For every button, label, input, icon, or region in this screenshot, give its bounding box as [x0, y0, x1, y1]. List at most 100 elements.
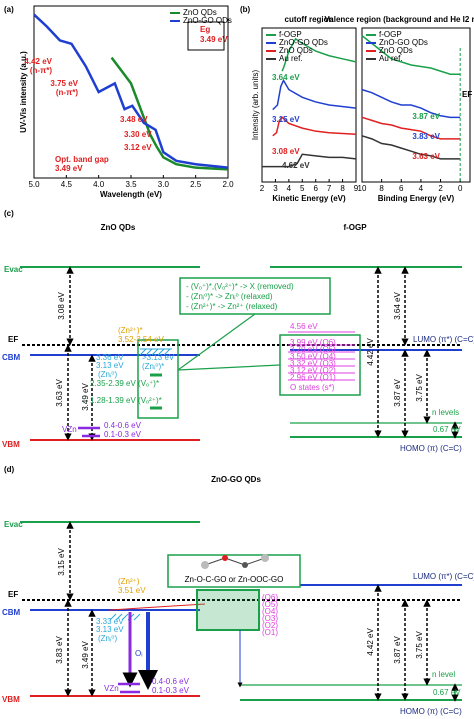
- annotation: 3.48 eV: [120, 115, 148, 124]
- annotation: Opt. band gap: [55, 155, 109, 164]
- x-tick-label: 7: [327, 184, 332, 193]
- diagram-label: 0.4-0.6 eV: [152, 677, 190, 686]
- diagram-label: 3.64 eV: [393, 292, 402, 320]
- diagram-label: O states (s*): [290, 383, 335, 392]
- diagram-label: (Znᵢ⁰)*: [142, 362, 164, 371]
- data-line: [110, 56, 229, 171]
- diagram-label: 0.67 eV: [433, 688, 461, 697]
- diagram-label: VBM: [2, 695, 20, 704]
- data-line: [272, 116, 357, 137]
- diagram-label: CBM: [2, 353, 21, 362]
- legend-label: ZnO QDs: [279, 46, 313, 55]
- annotation: 3.08 eV: [272, 147, 300, 156]
- data-line: [361, 135, 461, 160]
- diagram-label: 3.70 eV (O5): [290, 345, 336, 354]
- diagram-label: 3.36 eV: [96, 353, 124, 362]
- data-line: [361, 88, 461, 119]
- diagram-label: 3.33 eV: [96, 617, 124, 626]
- diagram-label: 4.56 eV: [290, 322, 318, 331]
- x-tick-label: 2: [260, 184, 265, 193]
- diagram-label: LUMO (π*) (C=C): [413, 572, 474, 581]
- legend-label: ZnO QDs: [183, 8, 217, 17]
- diagram-label: 3.13 eV: [96, 625, 124, 634]
- x-tick-label: 0: [458, 184, 463, 193]
- annotation: 3.75 eV: [50, 79, 78, 88]
- diagram-label: (Znᵢ⁰): [98, 370, 117, 379]
- diagram-label: >3.13 eV: [142, 353, 175, 362]
- diagram-label: 2.96 eV (O1): [290, 373, 336, 382]
- diagram-label: LUMO (π*) (C=C): [413, 335, 474, 344]
- x-tick-label: 8: [340, 184, 345, 193]
- diagram-label: 3.87 eV: [393, 636, 402, 664]
- x-tick-label: 6: [313, 184, 318, 193]
- diagram-label: (O6): [262, 593, 278, 602]
- diagram-label: (Zn²⁺): [118, 577, 140, 586]
- inset-frame: [187, 21, 225, 51]
- annotation: EF: [462, 90, 472, 99]
- diagram-label: 3.99 eV (O6): [290, 338, 336, 347]
- x-tick-label: 2: [438, 184, 443, 193]
- diagram-label: n levels: [432, 408, 459, 417]
- chart-title: Valence region (background and He I2 rem…: [324, 15, 474, 24]
- x-tick-label: 8: [379, 184, 384, 193]
- x-tick-label: 9: [354, 184, 359, 193]
- diagram-c-shapes: [20, 266, 462, 441]
- x-axis-label: Kinetic Energy (eV): [272, 194, 346, 203]
- diagram-label: ZnO-GO QDs: [211, 475, 261, 484]
- y-axis-label: Intensity (arb. units): [251, 70, 260, 141]
- diagram-label: 0.4-0.6 eV: [104, 421, 142, 430]
- legend-label: f-OGP: [379, 30, 402, 39]
- diagram-label: f-OGP: [343, 223, 367, 232]
- diagram-label: ZnO QDs: [101, 223, 136, 232]
- x-tick-label: 4: [287, 184, 292, 193]
- diagram-label: (Znᵢ⁰): [98, 634, 117, 643]
- diagram-label: VZn: [62, 425, 77, 434]
- diagram-label: 4.42 eV: [366, 628, 375, 656]
- diagram-label: 0.1-0.3 eV: [104, 430, 142, 439]
- diagram-label: (Zn²⁺)*: [118, 326, 143, 335]
- diagram-label: 4.42 eV: [366, 338, 375, 366]
- legend-label: Au ref.: [379, 54, 403, 63]
- diagram-label: (O1): [262, 628, 278, 637]
- diagram-label: 3.50 eV (O4): [290, 352, 336, 361]
- annotation: 3.49 eV: [55, 164, 83, 173]
- diagram-label: CBM: [2, 608, 21, 617]
- x-tick-label: 10: [358, 184, 367, 193]
- diagram-label: (O3): [262, 614, 278, 623]
- data-line: [262, 153, 357, 168]
- legend-label: ZnO-GO QDs: [279, 38, 328, 47]
- diagram-label: 3.08 eV: [57, 292, 66, 320]
- diagram-label: 3.75 eV: [415, 631, 424, 659]
- annotation: (n-π*): [56, 88, 78, 97]
- annotation: 3.30 eV: [124, 130, 152, 139]
- legend-label: f-OGP: [279, 30, 302, 39]
- diagram-label: HOMO (π) (C=C): [400, 707, 462, 716]
- legend-label: ZnO QDs: [379, 46, 413, 55]
- panel-label: (b): [240, 5, 251, 14]
- x-tick-label: 2.5: [190, 180, 202, 189]
- diagram-label: EF: [8, 335, 18, 344]
- diagram-label: Zn-O-C-GO or Zn-OOC-GO: [185, 575, 284, 584]
- panel-label: (c): [4, 209, 14, 218]
- annotation: 3.64 eV: [272, 73, 300, 82]
- plot-frame: [261, 27, 357, 183]
- diagram-label: - (Znᵢ⁰)* -> Znᵢ⁰ (relaxed): [186, 292, 273, 301]
- diagram-label: VZn: [104, 684, 119, 693]
- diagram-label: 3.83 eV: [55, 636, 64, 664]
- diagram-label: 3.13 eV: [96, 361, 124, 370]
- diagram-label: (O4): [262, 607, 278, 616]
- diagram-d-shapes: [20, 521, 462, 702]
- diagram-label: Evac: [4, 265, 23, 274]
- data-line: [361, 35, 461, 75]
- annotation: 3.87 eV: [412, 112, 440, 121]
- panel-label: (d): [4, 465, 15, 474]
- x-axis-label: Wavelength (eV): [100, 190, 162, 199]
- diagram-label: 3.63 eV: [55, 379, 64, 407]
- x-tick-label: 4.5: [61, 180, 73, 189]
- legend-label: ZnO-GO QDs: [183, 16, 232, 25]
- diagram-label: (O2): [262, 621, 278, 630]
- diagram-label: 3.49 eV: [81, 641, 90, 669]
- annotation: 3.12 eV: [124, 143, 152, 152]
- annotation: Eg: [200, 25, 210, 34]
